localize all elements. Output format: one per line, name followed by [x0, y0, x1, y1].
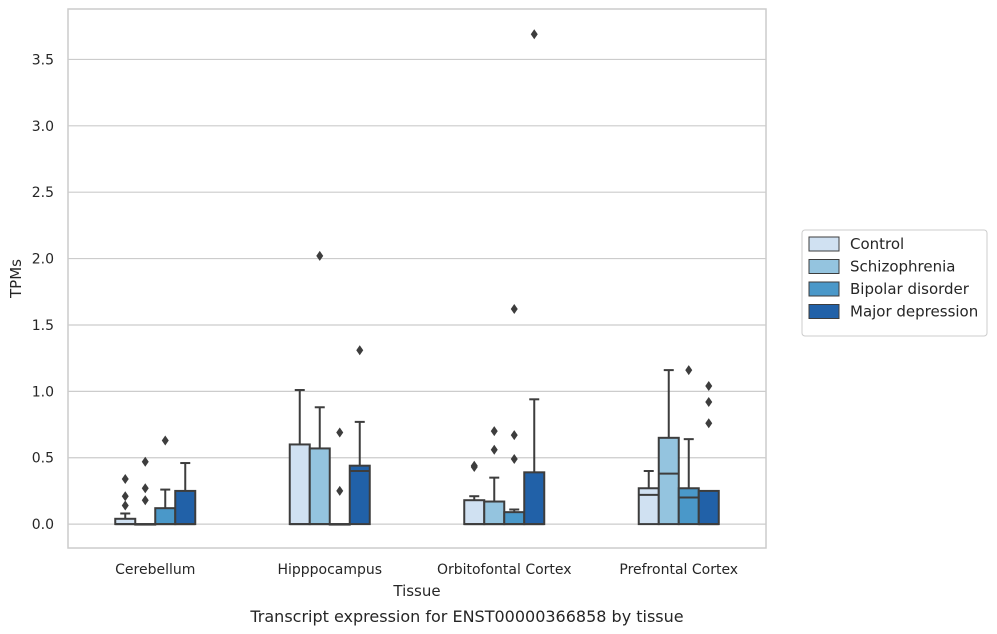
outlier-point — [141, 495, 149, 506]
outlier-point — [356, 345, 364, 356]
x-tick-label: Hipppocampus — [277, 562, 382, 578]
box-2-4 — [657, 369, 680, 526]
legend: Control Schizophrenia Bipolar disorder Majo… — [801, 229, 988, 337]
outlier-point — [141, 456, 149, 467]
box-2-2 — [308, 250, 331, 526]
legend-label: Schizophrenia — [850, 258, 955, 276]
legend-label: Control — [850, 235, 904, 253]
box-1-3 — [463, 460, 486, 526]
plot-frame — [67, 8, 767, 549]
x-axis-ticks: Cerebellum Hipppocampus Orbitofontal Corte… — [115, 562, 738, 578]
box-plot-area — [114, 29, 720, 526]
outlier-point — [685, 365, 693, 376]
outlier-point — [705, 418, 713, 429]
box-body — [503, 511, 526, 526]
box-3-4 — [677, 365, 700, 526]
box-3-2 — [328, 427, 351, 526]
grid-lines — [68, 58, 766, 525]
outlier-point — [121, 491, 129, 502]
legend-label: Bipolar disorder — [850, 280, 970, 298]
outlier-point — [336, 427, 344, 438]
box-4-4 — [697, 381, 720, 526]
outlier-point — [530, 29, 538, 40]
outlier-point — [490, 426, 498, 437]
y-tick-label: 0.0 — [32, 517, 54, 533]
x-tick-label: Cerebellum — [115, 562, 195, 578]
outlier-point — [141, 483, 149, 494]
outlier-point — [705, 381, 713, 392]
outlier-point — [470, 460, 478, 471]
outlier-point — [510, 430, 518, 441]
legend-swatch — [808, 281, 840, 297]
box-body — [308, 447, 331, 526]
outlier-point — [161, 435, 169, 446]
outlier-point — [316, 250, 324, 261]
box-4-2 — [348, 345, 371, 526]
box-body — [174, 489, 197, 526]
x-tick-label: Prefrontal Cortex — [619, 562, 738, 578]
y-axis-ticks: 0.0 0.5 1.0 1.5 2.0 2.5 3.0 3.5 — [32, 52, 54, 533]
legend-swatch — [808, 304, 840, 319]
outlier-point — [510, 454, 518, 465]
y-tick-label: 0.5 — [32, 451, 54, 467]
box-body — [697, 489, 720, 526]
box-body — [657, 436, 680, 526]
box-body — [288, 443, 311, 526]
box-1-1 — [114, 473, 137, 526]
box-4-1 — [174, 462, 197, 526]
y-tick-label: 2.0 — [32, 252, 54, 268]
legend-swatch — [808, 236, 840, 252]
box-3-1 — [154, 435, 177, 526]
outlier-point — [336, 485, 344, 496]
box-body — [523, 471, 546, 526]
box-body — [637, 487, 660, 526]
box-4-3 — [523, 29, 546, 526]
outlier-point — [121, 473, 129, 484]
box-1-4 — [637, 470, 660, 526]
outlier-point — [705, 396, 713, 407]
box-2-3 — [483, 426, 506, 526]
x-tick-label: Orbitofontal Cortex — [437, 562, 572, 578]
box-body — [463, 499, 486, 526]
box-body — [677, 487, 700, 526]
legend-label: Major depression — [850, 303, 978, 321]
y-tick-label: 1.0 — [32, 384, 54, 400]
y-tick-label: 3.5 — [32, 52, 54, 68]
legend-swatch — [808, 259, 840, 274]
box-1-2 — [288, 389, 311, 526]
box-body — [154, 507, 177, 526]
y-axis-label: TPMs — [7, 259, 25, 299]
box-3-3 — [503, 304, 526, 526]
y-tick-label: 3.0 — [32, 119, 54, 135]
box-body — [483, 500, 506, 526]
outlier-point — [490, 444, 498, 455]
figure-caption: Transcript expression for ENST0000036685… — [249, 607, 683, 626]
x-axis-label: Tissue — [392, 582, 440, 600]
y-tick-label: 1.5 — [32, 318, 54, 334]
outlier-point — [121, 500, 129, 511]
legend-frame — [801, 229, 988, 337]
box-2-1 — [134, 456, 157, 526]
outlier-point — [510, 304, 518, 315]
box-body — [348, 464, 371, 526]
y-tick-label: 2.5 — [32, 185, 54, 201]
